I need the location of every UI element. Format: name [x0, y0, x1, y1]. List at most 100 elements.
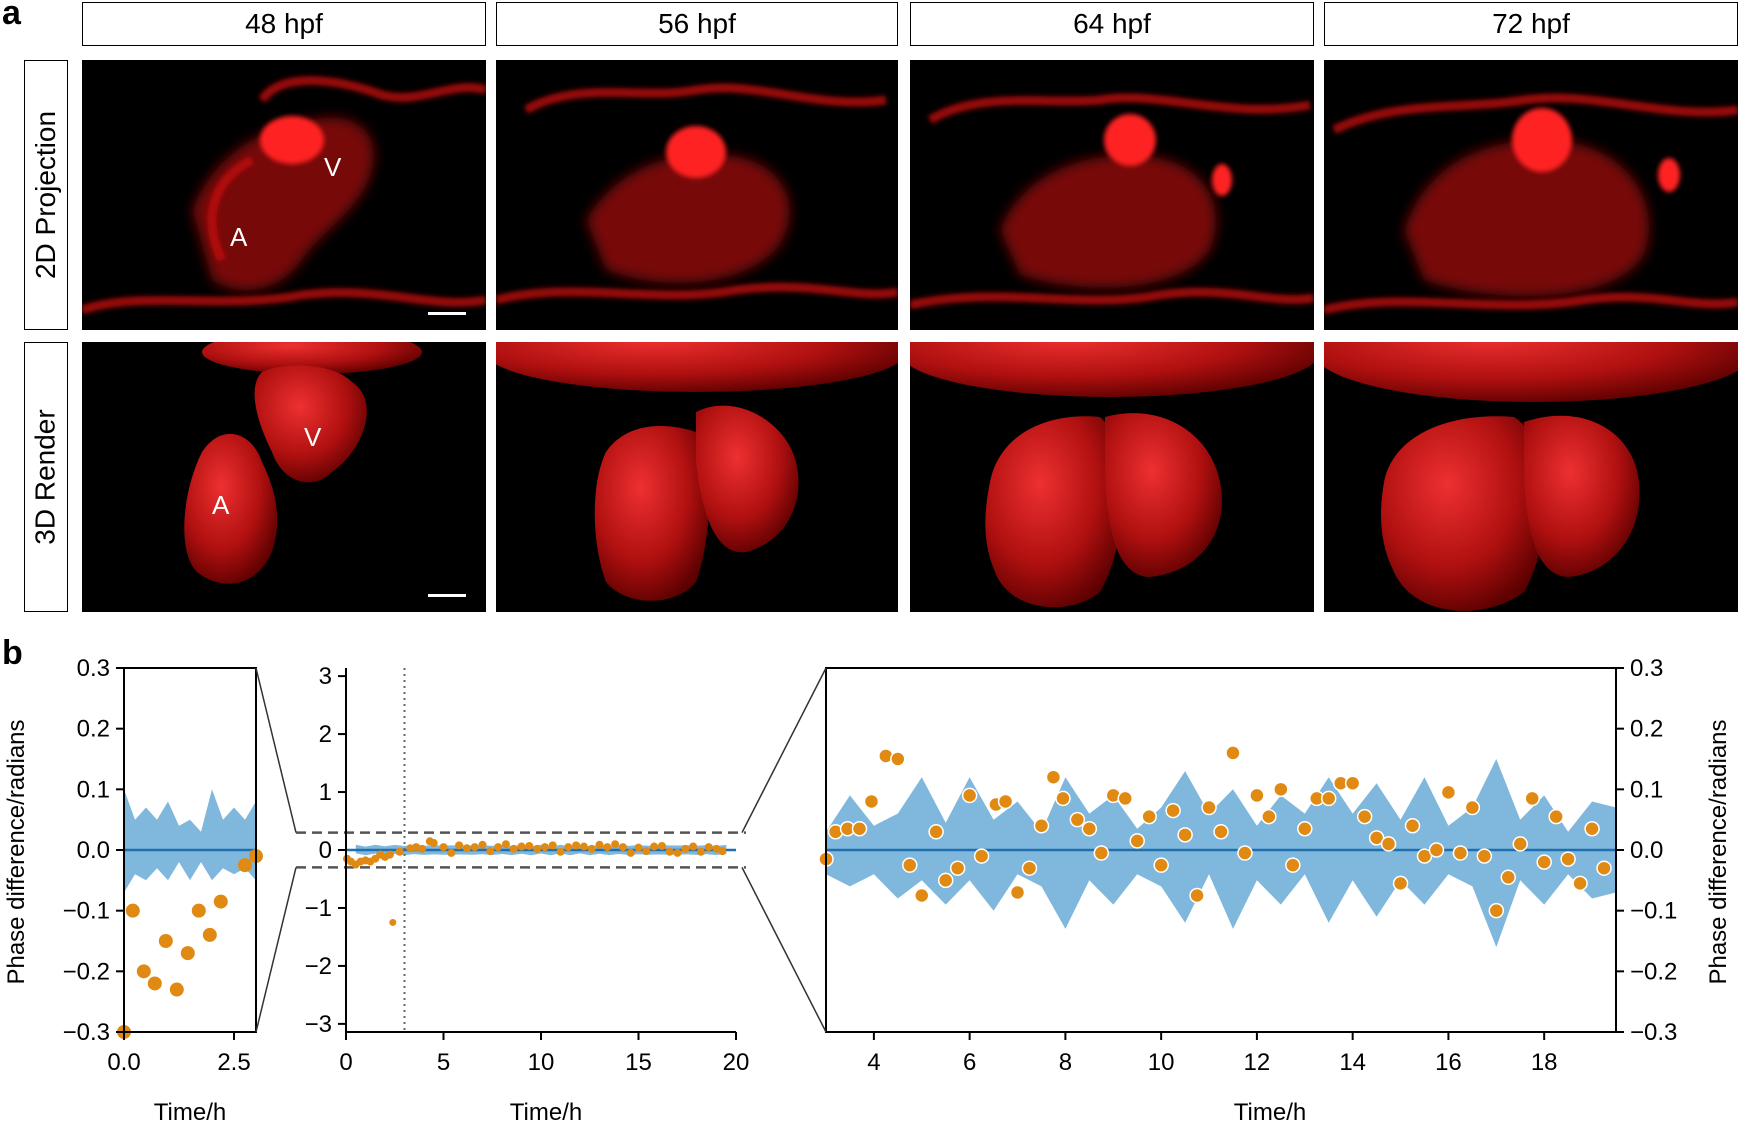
- x-tick-label: 12: [1244, 1049, 1271, 1076]
- data-point: [509, 844, 518, 853]
- data-point: [1320, 790, 1337, 807]
- data-point: [1045, 769, 1062, 785]
- y-tick-label: 3: [319, 663, 332, 690]
- column-label-text: 48 hpf: [245, 8, 323, 39]
- data-point: [704, 843, 713, 852]
- data-point: [1392, 875, 1409, 892]
- data-point: [611, 840, 620, 849]
- data-point: [1356, 808, 1373, 825]
- row-label-3d-render: 3D Render: [24, 342, 68, 612]
- fluorescence-image-72hpf: [1324, 60, 1738, 330]
- row-label-2d-projection: 2D Projection: [24, 60, 68, 330]
- data-point: [1261, 808, 1277, 825]
- connector-line: [255, 867, 297, 1033]
- data-point: [548, 841, 557, 850]
- data-point: [1117, 790, 1133, 807]
- x-tick-label: 0: [339, 1049, 352, 1076]
- data-point: [587, 844, 596, 853]
- y-tick-label: 0.2: [1630, 716, 1663, 743]
- y-tick-label: 1: [319, 779, 332, 806]
- connector-line: [255, 667, 297, 833]
- data-point: [997, 793, 1014, 810]
- confidence-band: [826, 759, 1616, 948]
- column-label-72hpf: 72 hpf: [1324, 2, 1738, 46]
- data-point: [1476, 848, 1493, 864]
- y-tick-label: 0.1: [77, 776, 110, 803]
- data-point: [1416, 848, 1433, 864]
- data-point: [1524, 790, 1540, 807]
- render-image-64hpf: [910, 342, 1314, 612]
- data-point: [1536, 854, 1552, 870]
- data-point: [603, 843, 612, 852]
- data-point: [1368, 830, 1385, 846]
- data-point: [937, 872, 954, 889]
- zoom-chart: 0.3 0.2 0.1 0.0 −0.1 −0.2 −0.3 4 6 8 10 12 14 16 18: [818, 655, 1677, 1076]
- data-point: [136, 964, 151, 979]
- ventricle-label: V: [324, 152, 342, 182]
- x-tick-label: 5: [437, 1049, 450, 1076]
- data-point: [618, 843, 627, 852]
- data-point: [673, 848, 682, 857]
- ventricle-label: V: [304, 422, 322, 452]
- data-point: [1225, 745, 1241, 761]
- data-point: [395, 847, 404, 856]
- x-tick-label: 14: [1339, 1049, 1366, 1076]
- data-point: [1584, 821, 1600, 837]
- data-point: [650, 842, 659, 851]
- data-point: [125, 903, 140, 918]
- data-point: [486, 847, 495, 856]
- data-point: [1512, 836, 1528, 852]
- y-axis-label-right: Phase difference/radians: [1705, 719, 1732, 984]
- data-point: [501, 840, 510, 849]
- y-tick-label: −0.2: [1630, 958, 1677, 985]
- data-point: [1081, 821, 1098, 837]
- data-point: [494, 843, 503, 852]
- data-point: [863, 793, 880, 810]
- y-tick-label: 0.3: [77, 655, 110, 682]
- data-point: [681, 844, 690, 853]
- data-point: [1380, 836, 1397, 852]
- x-tick-label: 8: [1059, 1049, 1072, 1076]
- data-point: [1464, 799, 1481, 816]
- data-point: [1560, 851, 1576, 867]
- data-point: [718, 847, 727, 856]
- y-tick-label: −0.2: [63, 958, 110, 985]
- data-point: [169, 982, 184, 997]
- data-point: [478, 840, 487, 849]
- fluorescence-image-56hpf: [496, 60, 898, 330]
- x-axis-label-zoom: Time/h: [1234, 1099, 1306, 1126]
- x-tick-label: 0.0: [107, 1049, 140, 1076]
- data-point: [1165, 802, 1181, 819]
- x-tick-label: 10: [1148, 1049, 1175, 1076]
- data-point: [540, 843, 549, 852]
- data-point: [1572, 875, 1588, 892]
- x-tick-label: 18: [1531, 1049, 1558, 1076]
- x-tick-label: 20: [723, 1049, 750, 1076]
- x-axis-label-inset: Time/h: [154, 1099, 226, 1126]
- data-point: [634, 843, 643, 852]
- scale-bar: [428, 594, 466, 597]
- data-point: [1069, 811, 1086, 828]
- data-point: [890, 751, 906, 767]
- data-point: [595, 840, 604, 849]
- column-label-text: 72 hpf: [1492, 8, 1570, 39]
- x-tick-label: 16: [1435, 1049, 1462, 1076]
- data-point: [455, 841, 464, 850]
- data-point: [1033, 817, 1050, 834]
- column-label-48hpf: 48 hpf: [82, 2, 486, 46]
- data-point: [1273, 781, 1289, 798]
- data-point: [1285, 857, 1301, 873]
- data-point: [147, 976, 162, 991]
- data-point: [928, 824, 944, 840]
- data-point: [1153, 857, 1169, 873]
- y-tick-label: 0.0: [77, 837, 110, 864]
- data-point: [429, 839, 438, 848]
- zoom-connectors: [255, 667, 827, 1033]
- data-point: [1009, 884, 1026, 901]
- panel-b-letter: b: [2, 634, 23, 672]
- data-point: [626, 848, 635, 857]
- data-point: [1237, 845, 1253, 861]
- data-point: [961, 787, 978, 804]
